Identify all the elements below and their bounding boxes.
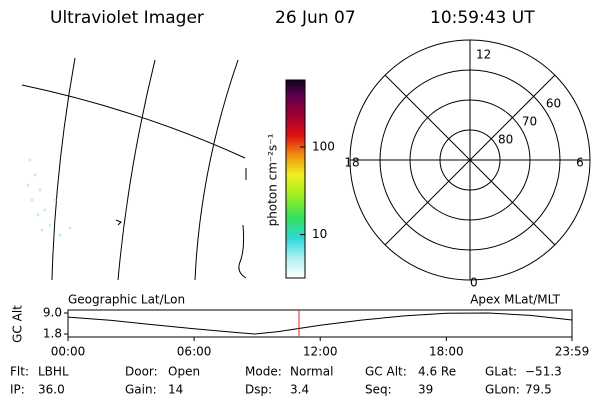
field-value: 3.4 [290, 383, 309, 397]
colorbar [285, 79, 306, 279]
field-label: Mode: [245, 365, 282, 379]
x-tick-label: 06:00 [177, 345, 212, 359]
polar-frame [349, 39, 591, 281]
field-label: Seq: [365, 383, 392, 397]
x-tick-label: 18:00 [429, 345, 464, 359]
field-value: LBHL [38, 365, 69, 379]
title: Ultraviolet Imager [50, 8, 204, 28]
date: 26 Jun 07 [275, 8, 356, 28]
field-label: Gain: [125, 383, 157, 397]
latitude-label: 70 [522, 114, 537, 128]
altitude-ylabel: GC Alt [11, 305, 25, 343]
altitude-left-label: Geographic Lat/Lon [68, 293, 185, 307]
x-tick-label: 12:00 [303, 345, 338, 359]
latitude-circle [439, 129, 501, 191]
mlt-label: 0 [470, 276, 478, 290]
field-label: GLon: [485, 383, 520, 397]
field-value: −51.3 [525, 365, 562, 379]
field-label: GLat: [485, 365, 517, 379]
colorbar-tick-label: 10 [312, 227, 327, 241]
field-value: 39 [418, 383, 433, 397]
x-tick-label: 23:59 [555, 345, 590, 359]
field-value: 36.0 [38, 383, 65, 397]
field-value: 79.5 [525, 383, 552, 397]
aurora-dots [26, 158, 72, 237]
field-value: Normal [290, 365, 333, 379]
latitude-circle [379, 69, 561, 251]
field-label: Dsp: [245, 383, 272, 397]
field-value: 14 [168, 383, 183, 397]
colorbar-tick-label: 100 [312, 139, 335, 153]
latitude-label: 80 [498, 132, 513, 146]
field-label: Flt: [10, 365, 29, 379]
field-label: GC Alt: [365, 365, 407, 379]
geo-map [21, 57, 247, 281]
field-label: Door: [125, 365, 158, 379]
mlt-label: 6 [576, 156, 584, 170]
x-tick-label: 00:00 [51, 345, 86, 359]
altitude-right-label: Apex MLat/MLT [470, 293, 560, 307]
mlt-label: 12 [476, 48, 491, 62]
field-label: IP: [10, 383, 25, 397]
y-tick-label: 1.8 [43, 327, 62, 341]
altitude-line [67, 312, 573, 335]
mlt-label: 18 [344, 156, 359, 170]
time: 10:59:43 UT [430, 8, 535, 28]
colorbar-label: photon cm⁻²s⁻¹ [266, 133, 280, 226]
y-tick-label: 9.0 [43, 306, 62, 320]
latitude-label: 60 [546, 96, 561, 110]
latitude-circle [409, 99, 531, 221]
field-value: 4.6 Re [418, 365, 456, 379]
field-value: Open [168, 365, 200, 379]
